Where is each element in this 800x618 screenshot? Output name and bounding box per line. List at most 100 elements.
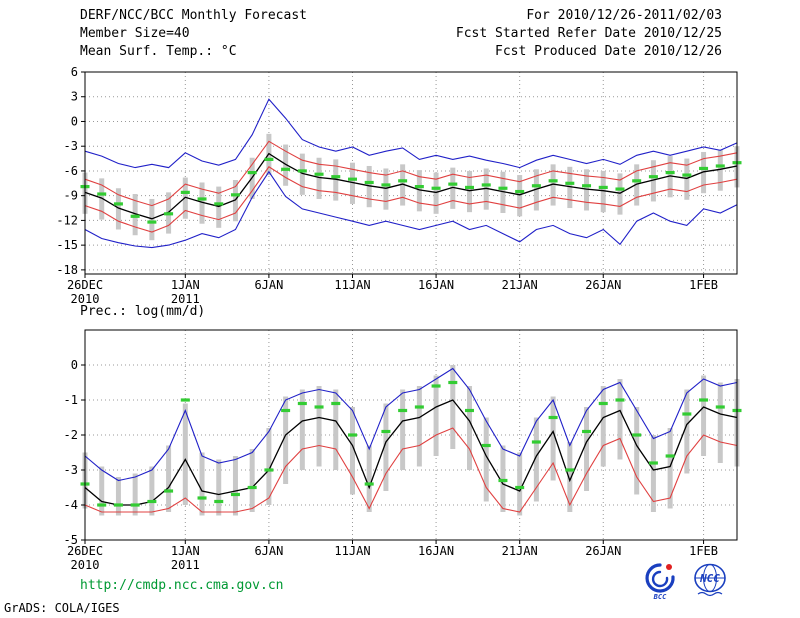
spread-bar [684, 158, 690, 200]
member-size-label: Member Size=40 [80, 26, 190, 41]
y-tick-label: -3 [64, 139, 78, 153]
x-tick-sublabel: 2010 [71, 558, 100, 572]
x-tick-label: 11JAN [334, 278, 370, 292]
spread-bar [433, 172, 439, 214]
temp-chart-title: Mean Surf. Temp.: °C [80, 44, 237, 59]
spread-bar [533, 417, 539, 502]
y-tick-label: -4 [64, 498, 78, 512]
series-ensemble-mean [84, 152, 738, 220]
y-tick-label: -15 [56, 238, 78, 252]
y-tick-label: -9 [64, 189, 78, 203]
spread-bar [182, 403, 188, 505]
spread-bar [584, 407, 590, 491]
x-tick-label: 1FEB [689, 544, 718, 558]
x-tick-sublabel: 2011 [171, 292, 200, 306]
y-tick-label: -6 [64, 164, 78, 178]
spread-bar [701, 375, 707, 456]
spread-bar [467, 170, 473, 213]
y-tick-label: 3 [71, 90, 78, 104]
spread-bar [650, 160, 656, 202]
spread-bar [333, 389, 339, 470]
y-axis-labels: 0 -1 -2 -3 -4 -5 [64, 358, 85, 547]
ensemble-spread-bars [82, 365, 740, 516]
bcc-swirl-inner [651, 570, 669, 588]
observation-dashes [80, 157, 742, 224]
spread-bar [349, 407, 355, 495]
y-tick-label: 6 [71, 65, 78, 79]
spread-bar [567, 442, 573, 512]
series-ensemble-mean [84, 399, 738, 506]
x-tick-label: 1JAN [171, 544, 200, 558]
spread-bar [232, 180, 238, 222]
spread-bar [266, 428, 272, 505]
spread-bar [433, 375, 439, 456]
spread-bar [149, 198, 155, 241]
x-tick-sublabel: 2010 [71, 292, 100, 306]
x-tick-label: 6JAN [254, 544, 283, 558]
spread-bar [684, 389, 690, 474]
spread-bar [617, 173, 623, 215]
x-tick-label: 26JAN [585, 544, 621, 558]
spread-bar [567, 166, 573, 209]
spread-bar [450, 365, 456, 449]
spread-bar [316, 157, 322, 199]
series-ensemble-max [84, 367, 738, 482]
spread-bar [132, 194, 138, 236]
y-tick-label: -5 [64, 533, 78, 547]
x-tick-label: 16JAN [418, 544, 454, 558]
spread-bar [400, 164, 406, 206]
spread-bar [533, 169, 539, 211]
plot-box [84, 71, 738, 275]
series-ensemble-min [84, 427, 738, 513]
grads-credit: GrADS: COLA/IGES [4, 601, 120, 615]
y-axis-labels: 6 3 0 -3 -6 -9 -12 -15 -18 [56, 65, 85, 277]
spread-bar [450, 167, 456, 209]
page-title: DERF/NCC/BCC Monthly Forecast [80, 8, 307, 23]
gridlines [84, 71, 737, 274]
spread-bar [500, 171, 506, 213]
series-ensemble-min [84, 170, 738, 249]
spread-bar [717, 149, 723, 191]
spread-bar [383, 168, 389, 210]
spread-bar [283, 396, 289, 484]
spread-bar [366, 165, 372, 208]
spread-bar [416, 386, 422, 467]
bcc-swirl-outer [645, 563, 675, 593]
spread-bar [550, 164, 556, 206]
spread-bar [701, 151, 707, 194]
spread-bar [650, 435, 656, 512]
x-tick-label: 6JAN [254, 278, 283, 292]
spread-bar [584, 169, 590, 211]
x-tick-label: 26DEC [67, 278, 103, 292]
spread-bar [149, 466, 155, 516]
spread-bar [299, 389, 305, 470]
bcc-logo: BCC [645, 563, 675, 601]
spread-bar [517, 452, 523, 516]
bcc-red-sun [666, 564, 672, 570]
fcst-refer-date-label: Fcst Started Refer Date 2010/12/25 [455, 26, 722, 41]
x-tick-label: 16JAN [418, 278, 454, 292]
x-tick-label: 1JAN [171, 278, 200, 292]
spread-bar [383, 403, 389, 491]
x-tick-label: 21JAN [502, 544, 538, 558]
y-tick-label: -1 [64, 393, 78, 407]
x-tick-label: 11JAN [334, 544, 370, 558]
observation-dashes [80, 380, 742, 507]
y-tick-label: 0 [71, 114, 78, 128]
spread-bar [634, 407, 640, 495]
spread-bar [199, 182, 205, 224]
spread-bar [99, 466, 105, 516]
spread-bar [99, 178, 105, 220]
spread-bar [600, 386, 606, 467]
x-tick-label: 26JAN [585, 278, 621, 292]
spread-bar [115, 477, 121, 516]
ncc-wave [697, 591, 723, 597]
spread-bar [115, 188, 121, 230]
spread-bar [667, 156, 673, 198]
spread-bar [199, 452, 205, 516]
spread-bar [283, 144, 289, 186]
